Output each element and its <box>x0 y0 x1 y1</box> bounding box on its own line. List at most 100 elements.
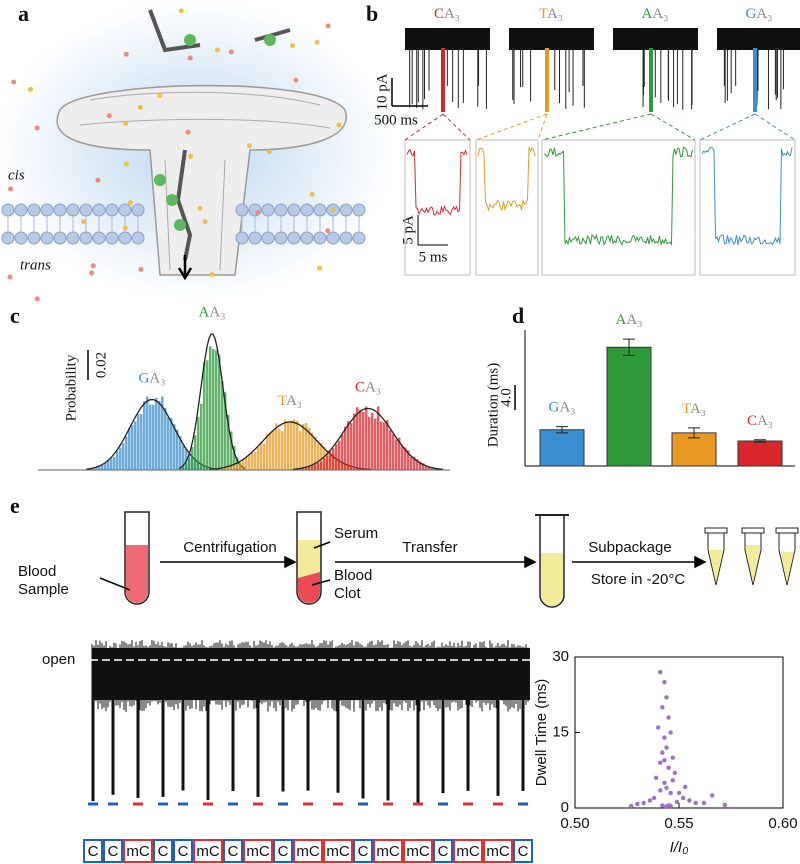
lipid <box>235 203 249 217</box>
histogram-bar <box>302 468 305 470</box>
histogram-bar <box>236 464 239 470</box>
histogram-bar <box>221 468 224 470</box>
histogram-bar <box>128 428 131 470</box>
ion <box>187 55 193 61</box>
inset-trace <box>406 148 468 216</box>
histogram-bar <box>344 426 347 470</box>
lipid <box>40 203 54 217</box>
base-label: mC <box>376 843 399 860</box>
event-label: TA₃ <box>539 6 563 22</box>
histogram-bar <box>263 443 266 470</box>
ion <box>11 79 17 85</box>
histogram-bar <box>155 397 158 470</box>
histogram-bar <box>299 468 302 470</box>
pore-detail <box>79 91 331 271</box>
point <box>666 765 671 770</box>
y-tick-label: 15 <box>552 723 569 740</box>
point <box>641 800 646 806</box>
base-label: mC <box>196 843 219 860</box>
base-box <box>453 839 483 863</box>
scale-label: 5 ms <box>419 249 448 265</box>
point <box>660 803 665 808</box>
histogram-bar <box>356 407 359 470</box>
histogram-bar <box>275 423 278 470</box>
ion <box>309 191 315 197</box>
histogram-bar <box>407 450 410 470</box>
base-box <box>513 839 533 863</box>
histogram-bar <box>251 452 254 470</box>
point <box>666 715 671 720</box>
inset-box <box>475 139 539 276</box>
inset-trace <box>477 146 536 212</box>
bar <box>671 432 717 467</box>
trace-band <box>613 28 698 50</box>
histogram-bar <box>89 468 92 470</box>
lipid <box>352 231 366 245</box>
y-axis-label: Duration (ms) <box>485 363 501 448</box>
base-label: C <box>178 843 189 860</box>
histogram-bar <box>185 463 188 470</box>
histogram-bar <box>305 467 308 470</box>
histogram-bar <box>308 466 311 470</box>
lipid <box>40 231 54 245</box>
histogram-bar <box>311 432 314 470</box>
lipid <box>326 231 340 245</box>
histogram-bar <box>95 467 98 470</box>
histogram-bar <box>179 468 182 470</box>
ion <box>188 153 194 159</box>
zoom-guide <box>541 113 696 141</box>
point <box>664 695 669 700</box>
trace-band <box>717 28 800 50</box>
histogram-bar <box>248 454 251 470</box>
clot <box>298 572 320 603</box>
base <box>166 194 178 206</box>
bar <box>606 346 652 467</box>
histogram-bar <box>173 424 176 470</box>
ion <box>34 125 40 131</box>
ion <box>228 49 234 55</box>
histogram-bar <box>365 406 368 470</box>
point <box>653 775 659 780</box>
histogram-bar <box>350 423 353 470</box>
panel-letter: b <box>366 1 378 26</box>
histogram-bar <box>197 416 200 470</box>
point <box>680 795 686 801</box>
membrane <box>1 203 366 245</box>
ion <box>123 121 129 127</box>
histogram-bar <box>380 421 383 470</box>
histogram-bar <box>191 447 194 470</box>
histogram-bar <box>314 437 317 470</box>
zoom-guide <box>475 113 548 141</box>
ion <box>81 219 87 225</box>
ion <box>178 8 184 14</box>
scale-label: 10 pA <box>374 73 390 110</box>
pore-protein <box>56 84 347 276</box>
histogram-bar <box>305 422 308 470</box>
histogram-bar <box>326 455 329 470</box>
bar <box>539 429 585 467</box>
lipid <box>274 231 288 245</box>
ion <box>138 266 144 272</box>
base-label: mC <box>296 843 319 860</box>
histogram-bar <box>335 443 338 470</box>
base-box <box>123 839 153 863</box>
histogram-bar <box>338 440 341 470</box>
histogram-bar <box>299 430 302 470</box>
event-label: AA₃ <box>642 6 669 22</box>
ion <box>89 270 95 276</box>
histogram-bar <box>242 459 245 470</box>
histogram-bar <box>209 346 212 470</box>
ion <box>127 200 133 206</box>
base <box>174 219 186 231</box>
arrows <box>99 541 707 591</box>
error-bar <box>623 338 635 356</box>
histogram-bar <box>371 412 374 470</box>
lipid <box>300 231 314 245</box>
lipid <box>313 231 327 245</box>
inset-box <box>541 139 696 276</box>
point <box>658 669 663 675</box>
inset-box <box>699 139 796 276</box>
histogram-bar <box>224 467 227 470</box>
base-label: mC <box>456 843 479 860</box>
histogram-bar <box>296 420 299 470</box>
